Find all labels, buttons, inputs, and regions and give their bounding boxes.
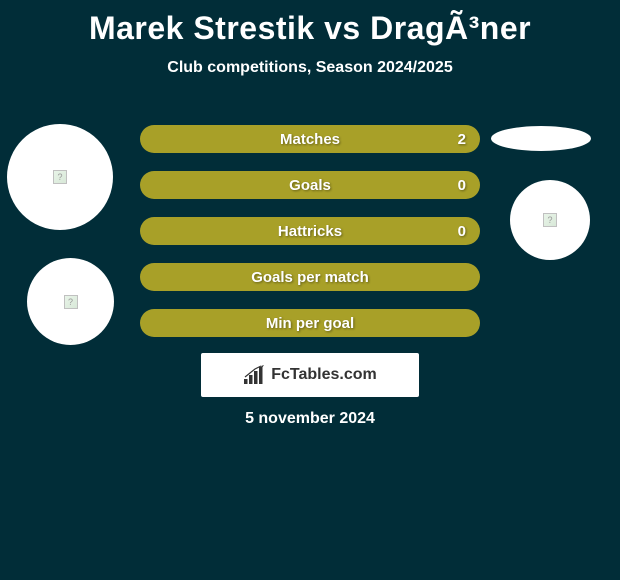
player-1-club-logo: ? — [27, 258, 114, 345]
date-label: 5 november 2024 — [0, 410, 620, 428]
logo-text: FcTables.com — [271, 366, 377, 384]
stat-value: 0 — [458, 177, 466, 194]
stat-row-matches: Matches 2 — [140, 125, 480, 153]
broken-image-icon: ? — [64, 295, 78, 309]
stats-container: Matches 2 Goals 0 Hattricks 0 Goals per … — [140, 125, 480, 355]
stat-label: Min per goal — [266, 315, 354, 332]
stat-row-goals: Goals 0 — [140, 171, 480, 199]
player-2-photo: ? — [510, 180, 590, 260]
chart-icon — [243, 365, 265, 385]
stat-row-hattricks: Hattricks 0 — [140, 217, 480, 245]
fctables-logo-badge[interactable]: FcTables.com — [201, 353, 419, 397]
broken-image-icon: ? — [543, 213, 557, 227]
page-title: Marek Strestik vs DragÃ³ner — [0, 0, 620, 47]
stat-label: Hattricks — [278, 223, 342, 240]
stat-value: 0 — [458, 223, 466, 240]
stat-label: Goals per match — [251, 269, 369, 286]
stat-label: Goals — [289, 177, 331, 194]
stat-label: Matches — [280, 131, 340, 148]
stat-row-goals-per-match: Goals per match — [140, 263, 480, 291]
broken-image-icon: ? — [53, 170, 67, 184]
player-1-photo: ? — [7, 124, 113, 230]
player-2-shape — [491, 126, 591, 151]
stat-value: 2 — [458, 131, 466, 148]
subtitle: Club competitions, Season 2024/2025 — [0, 59, 620, 77]
stat-row-min-per-goal: Min per goal — [140, 309, 480, 337]
